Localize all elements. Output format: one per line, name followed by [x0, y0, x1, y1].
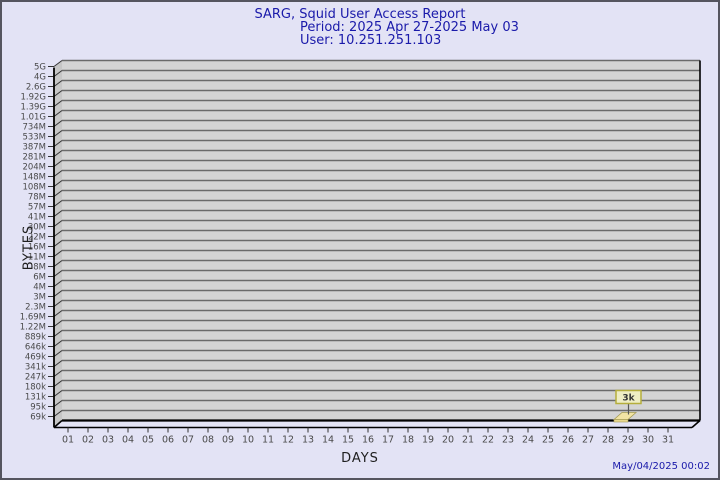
svg-text:19: 19: [422, 435, 434, 446]
svg-text:11M: 11M: [28, 253, 46, 263]
svg-text:29: 29: [622, 435, 634, 446]
svg-text:131k: 131k: [25, 393, 46, 403]
svg-text:4M: 4M: [33, 283, 46, 293]
generated-timestamp: May/04/2025 00:02: [612, 461, 710, 472]
svg-text:16: 16: [362, 435, 374, 446]
svg-text:533M: 533M: [22, 133, 46, 143]
svg-text:30M: 30M: [28, 223, 46, 233]
svg-text:12: 12: [282, 435, 294, 446]
svg-text:25: 25: [542, 435, 554, 446]
y-tick-labels: 5G4G2.6G1.92G1.39G1.01G734M533M387M281M2…: [20, 63, 46, 423]
y-axis-title: BYTES: [21, 224, 37, 271]
svg-text:17: 17: [382, 435, 394, 446]
svg-text:180k: 180k: [25, 383, 46, 393]
svg-text:1.22M: 1.22M: [20, 323, 46, 333]
svg-text:5G: 5G: [34, 63, 46, 73]
svg-text:13: 13: [302, 435, 314, 446]
svg-text:1.92G: 1.92G: [20, 93, 46, 103]
svg-text:469k: 469k: [25, 353, 46, 363]
svg-text:15: 15: [342, 435, 354, 446]
report-title: SARG, Squid User Access Report: [254, 7, 466, 22]
svg-text:95k: 95k: [30, 403, 46, 413]
svg-text:1.69M: 1.69M: [20, 313, 46, 323]
svg-text:06: 06: [162, 435, 174, 446]
svg-text:22M: 22M: [28, 233, 46, 243]
svg-text:6M: 6M: [33, 273, 46, 283]
svg-text:204M: 204M: [22, 163, 46, 173]
svg-text:2.3M: 2.3M: [25, 303, 46, 313]
svg-text:05: 05: [142, 435, 154, 446]
svg-text:18: 18: [402, 435, 414, 446]
svg-text:57M: 57M: [28, 203, 46, 213]
svg-text:3M: 3M: [33, 293, 46, 303]
svg-text:21: 21: [462, 435, 474, 446]
svg-text:16M: 16M: [28, 243, 46, 253]
svg-text:8M: 8M: [33, 263, 46, 273]
svg-text:07: 07: [182, 435, 194, 446]
svg-text:646k: 646k: [25, 343, 46, 353]
x-ticks: [67, 427, 669, 433]
svg-text:27: 27: [582, 435, 594, 446]
svg-text:23: 23: [502, 435, 514, 446]
y-gridlines: [62, 59, 700, 412]
y-ticks: [48, 60, 63, 417]
svg-text:281M: 281M: [22, 153, 46, 163]
svg-text:387M: 387M: [22, 143, 46, 153]
svg-text:26: 26: [562, 435, 574, 446]
report-user: User: 10.251.251.103: [300, 33, 442, 48]
svg-text:14: 14: [322, 435, 334, 446]
svg-text:108M: 108M: [22, 183, 46, 193]
svg-text:341k: 341k: [25, 363, 46, 373]
svg-text:20: 20: [442, 435, 454, 446]
x-axis-title: DAYS: [341, 451, 379, 466]
svg-text:69k: 69k: [30, 413, 46, 423]
axis-frame: [53, 60, 701, 429]
x-tick-labels: 01 02 03 04 05 06 07 08 09 10 11 12 13 14 15 16 17 18 19 20…: [62, 435, 674, 446]
svg-text:247k: 247k: [25, 373, 46, 383]
svg-text:3k: 3k: [622, 394, 635, 404]
svg-text:08: 08: [202, 435, 214, 446]
report-period: Period: 2025 Apr 27-2025 May 03: [300, 20, 519, 35]
svg-text:148M: 148M: [22, 173, 46, 183]
svg-text:10: 10: [242, 435, 254, 446]
svg-text:889k: 889k: [25, 333, 46, 343]
svg-text:24: 24: [522, 435, 534, 446]
svg-text:30: 30: [642, 435, 654, 446]
svg-text:02: 02: [82, 435, 94, 446]
svg-text:2.6G: 2.6G: [26, 83, 46, 93]
svg-text:31: 31: [662, 435, 674, 446]
svg-text:1.01G: 1.01G: [20, 113, 46, 123]
svg-text:1.39G: 1.39G: [20, 103, 46, 113]
svg-text:734M: 734M: [22, 123, 46, 133]
svg-text:22: 22: [482, 435, 494, 446]
svg-text:09: 09: [222, 435, 234, 446]
svg-text:03: 03: [102, 435, 114, 446]
svg-text:04: 04: [122, 435, 134, 446]
svg-text:01: 01: [62, 435, 74, 446]
svg-text:41M: 41M: [28, 213, 46, 223]
svg-text:4G: 4G: [34, 73, 46, 83]
svg-text:78M: 78M: [28, 193, 46, 203]
bar-day-29: [612, 412, 638, 423]
svg-text:11: 11: [262, 435, 274, 446]
bar-value-callout: 3k: [615, 389, 642, 415]
svg-text:28: 28: [602, 435, 614, 446]
